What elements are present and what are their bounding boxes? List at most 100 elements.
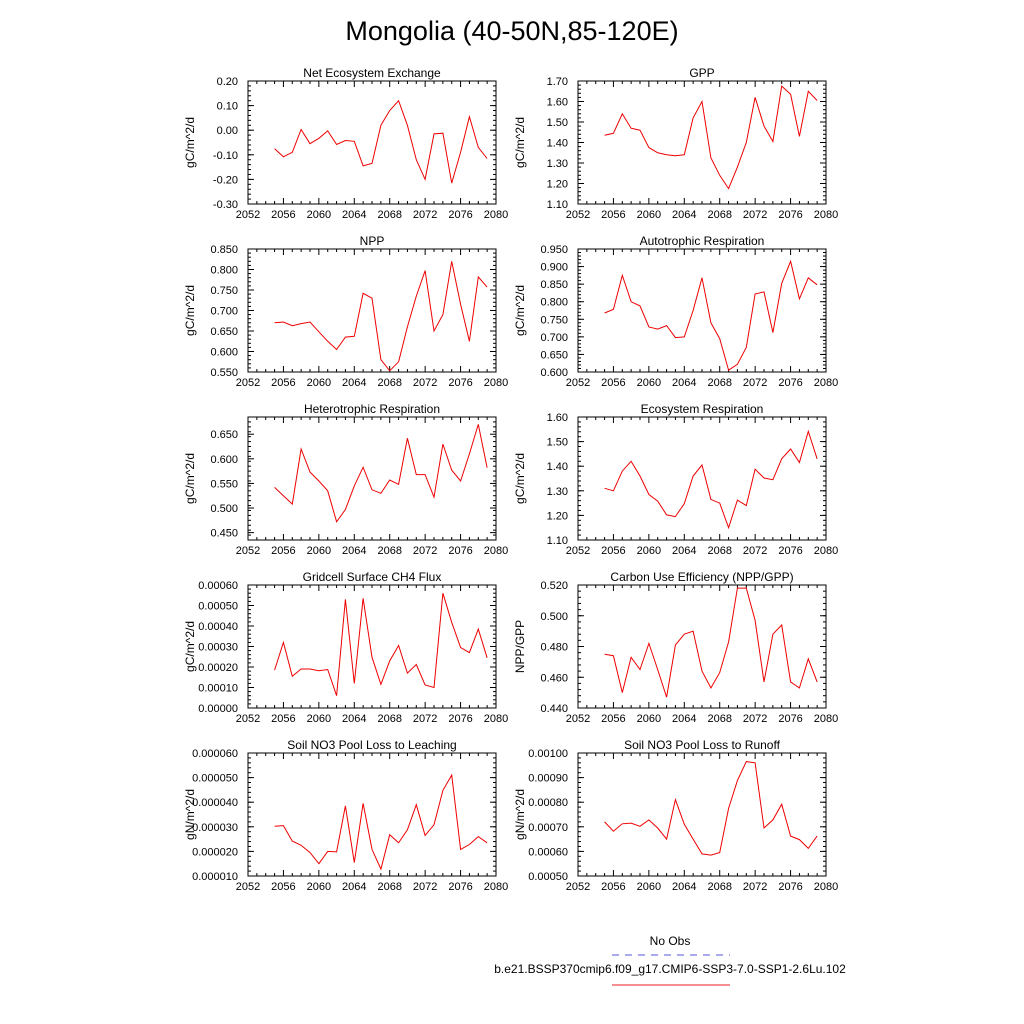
panel-soil-no3-pool-loss-to-leaching: Soil NO3 Pool Loss to Leaching gN/m^2/d 20… <box>183 738 508 893</box>
panel-title: GPP <box>689 66 714 80</box>
x-tick-label: 2056 <box>601 713 625 725</box>
panel-carbon-use-efficiency-npp-gpp: Carbon Use Efficiency (NPP/GPP) NPP/GPP 20… <box>513 570 838 725</box>
x-tick-label: 2064 <box>342 209 366 221</box>
x-tick-label: 2080 <box>484 377 508 389</box>
y-tick-label: 0.10 <box>217 101 238 113</box>
x-tick-label: 2068 <box>707 545 731 557</box>
x-tick-label: 2072 <box>743 881 767 893</box>
x-tick-label: 2056 <box>271 713 295 725</box>
x-tick-label: 2064 <box>342 545 366 557</box>
x-tick-label: 2060 <box>307 545 331 557</box>
series-line <box>604 429 818 530</box>
x-tick-label: 2056 <box>601 209 625 221</box>
y-tick-label: 0.600 <box>210 347 238 359</box>
x-tick-label: 2080 <box>814 713 838 725</box>
y-axis-label: gN/m^2/d <box>513 789 527 840</box>
y-tick-label: 0.850 <box>210 244 238 256</box>
y-tick-label: 0.000060 <box>192 748 238 760</box>
x-tick-label: 2052 <box>236 377 260 389</box>
legend-label-no-obs: No Obs <box>650 934 691 948</box>
x-tick-label: 2052 <box>236 713 260 725</box>
y-axis-label: gC/m^2/d <box>513 453 527 504</box>
figure-title: Mongolia (40-50N,85-120E) <box>345 16 678 46</box>
x-tick-label: 2056 <box>601 881 625 893</box>
y-tick-label: 1.60 <box>547 412 568 424</box>
panel-soil-no3-pool-loss-to-runoff: Soil NO3 Pool Loss to Runoff gN/m^2/d 2052… <box>513 738 838 893</box>
y-tick-label: 0.550 <box>210 478 238 490</box>
panel-title: Gridcell Surface CH4 Flux <box>303 570 442 584</box>
x-tick-label: 2064 <box>672 377 696 389</box>
panel-title: Ecosystem Respiration <box>641 402 764 416</box>
y-tick-label: 0.650 <box>210 429 238 441</box>
x-tick-label: 2068 <box>377 713 401 725</box>
panel-title: Autotrophic Respiration <box>640 234 765 248</box>
y-tick-label: 0.800 <box>540 297 568 309</box>
y-axis-label: gN/m^2/d <box>183 789 197 840</box>
y-tick-label: 1.30 <box>547 158 568 170</box>
y-axis-label: gC/m^2/d <box>183 621 197 672</box>
panel-title: Soil NO3 Pool Loss to Leaching <box>287 738 456 752</box>
series-line <box>274 424 488 523</box>
x-tick-label: 2076 <box>778 545 802 557</box>
y-tick-label: 1.50 <box>547 437 568 449</box>
x-tick-label: 2080 <box>484 881 508 893</box>
x-tick-label: 2056 <box>271 545 295 557</box>
x-tick-label: 2060 <box>307 377 331 389</box>
y-tick-label: 0.00050 <box>198 601 238 613</box>
y-tick-label: -0.20 <box>213 174 238 186</box>
y-tick-label: 1.60 <box>547 97 568 109</box>
x-tick-label: 2080 <box>814 545 838 557</box>
y-tick-label: 0.750 <box>210 285 238 297</box>
x-tick-label: 2056 <box>271 209 295 221</box>
y-tick-label: 0.700 <box>210 306 238 318</box>
y-tick-label: 1.50 <box>547 117 568 129</box>
y-tick-label: 0.00070 <box>528 822 568 834</box>
x-tick-label: 2060 <box>307 209 331 221</box>
panel-grid: Net Ecosystem Exchange gC/m^2/d 2052 2056 20… <box>183 66 838 893</box>
x-tick-label: 2052 <box>236 209 260 221</box>
x-tick-label: 2060 <box>637 209 661 221</box>
y-axis-label: gC/m^2/d <box>513 285 527 336</box>
y-tick-label: 1.30 <box>547 486 568 498</box>
x-tick-label: 2076 <box>778 209 802 221</box>
y-tick-label: 0.450 <box>210 528 238 540</box>
x-tick-label: 2068 <box>377 545 401 557</box>
x-tick-label: 2076 <box>448 713 472 725</box>
x-tick-label: 2072 <box>413 881 437 893</box>
y-tick-label: 0.00090 <box>528 773 568 785</box>
y-tick-label: 0.00100 <box>528 748 568 760</box>
y-tick-label: 0.650 <box>540 349 568 361</box>
x-tick-label: 2056 <box>271 377 295 389</box>
x-tick-label: 2072 <box>743 545 767 557</box>
x-tick-label: 2072 <box>743 209 767 221</box>
x-tick-label: 2052 <box>566 209 590 221</box>
panel-title: NPP <box>360 234 385 248</box>
y-tick-label: 0.000040 <box>192 797 238 809</box>
x-tick-label: 2080 <box>814 881 838 893</box>
x-tick-label: 2080 <box>484 209 508 221</box>
x-tick-label: 2068 <box>377 881 401 893</box>
y-tick-label: 0.650 <box>210 326 238 338</box>
y-tick-label: 0.750 <box>540 314 568 326</box>
x-tick-label: 2052 <box>566 545 590 557</box>
x-tick-label: 2060 <box>307 881 331 893</box>
y-tick-label: 1.10 <box>547 199 568 211</box>
y-tick-label: 1.40 <box>547 138 568 150</box>
y-tick-label: 0.600 <box>210 454 238 466</box>
x-tick-label: 2052 <box>566 377 590 389</box>
y-tick-label: 1.20 <box>547 179 568 191</box>
legend: No Obs b.e21.BSSP370cmip6.f09_g17.CMIP6-… <box>494 934 846 986</box>
x-tick-label: 2072 <box>743 713 767 725</box>
y-axis-label: gC/m^2/d <box>513 117 527 168</box>
x-tick-label: 2080 <box>814 377 838 389</box>
x-tick-label: 2060 <box>637 377 661 389</box>
y-tick-label: 0.500 <box>210 503 238 515</box>
y-tick-label: 0.480 <box>540 642 568 654</box>
y-tick-label: 0.000050 <box>192 773 238 785</box>
series-line <box>604 587 818 698</box>
x-tick-label: 2080 <box>814 209 838 221</box>
y-tick-label: 0.440 <box>540 703 568 715</box>
y-tick-label: 1.70 <box>547 76 568 88</box>
x-tick-label: 2052 <box>566 713 590 725</box>
